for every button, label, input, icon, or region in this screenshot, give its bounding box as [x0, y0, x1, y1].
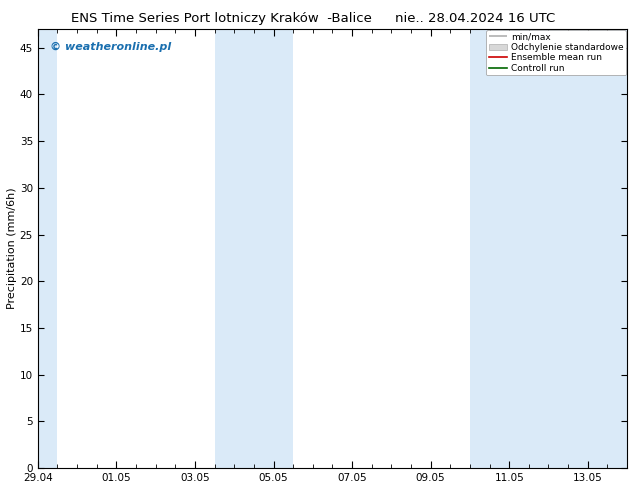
- Legend: min/max, Odchylenie standardowe, Ensemble mean run, Controll run: min/max, Odchylenie standardowe, Ensembl…: [486, 30, 626, 75]
- Text: © weatheronline.pl: © weatheronline.pl: [49, 42, 171, 52]
- Text: nie.. 28.04.2024 16 UTC: nie.. 28.04.2024 16 UTC: [396, 12, 555, 25]
- Bar: [470, 29, 634, 468]
- Text: ENS Time Series Port lotniczy Kraków  -Balice: ENS Time Series Port lotniczy Kraków -Ba…: [72, 12, 372, 25]
- Bar: [18, 29, 58, 468]
- Y-axis label: Precipitation (mm/6h): Precipitation (mm/6h): [7, 188, 17, 309]
- Bar: [214, 29, 293, 468]
